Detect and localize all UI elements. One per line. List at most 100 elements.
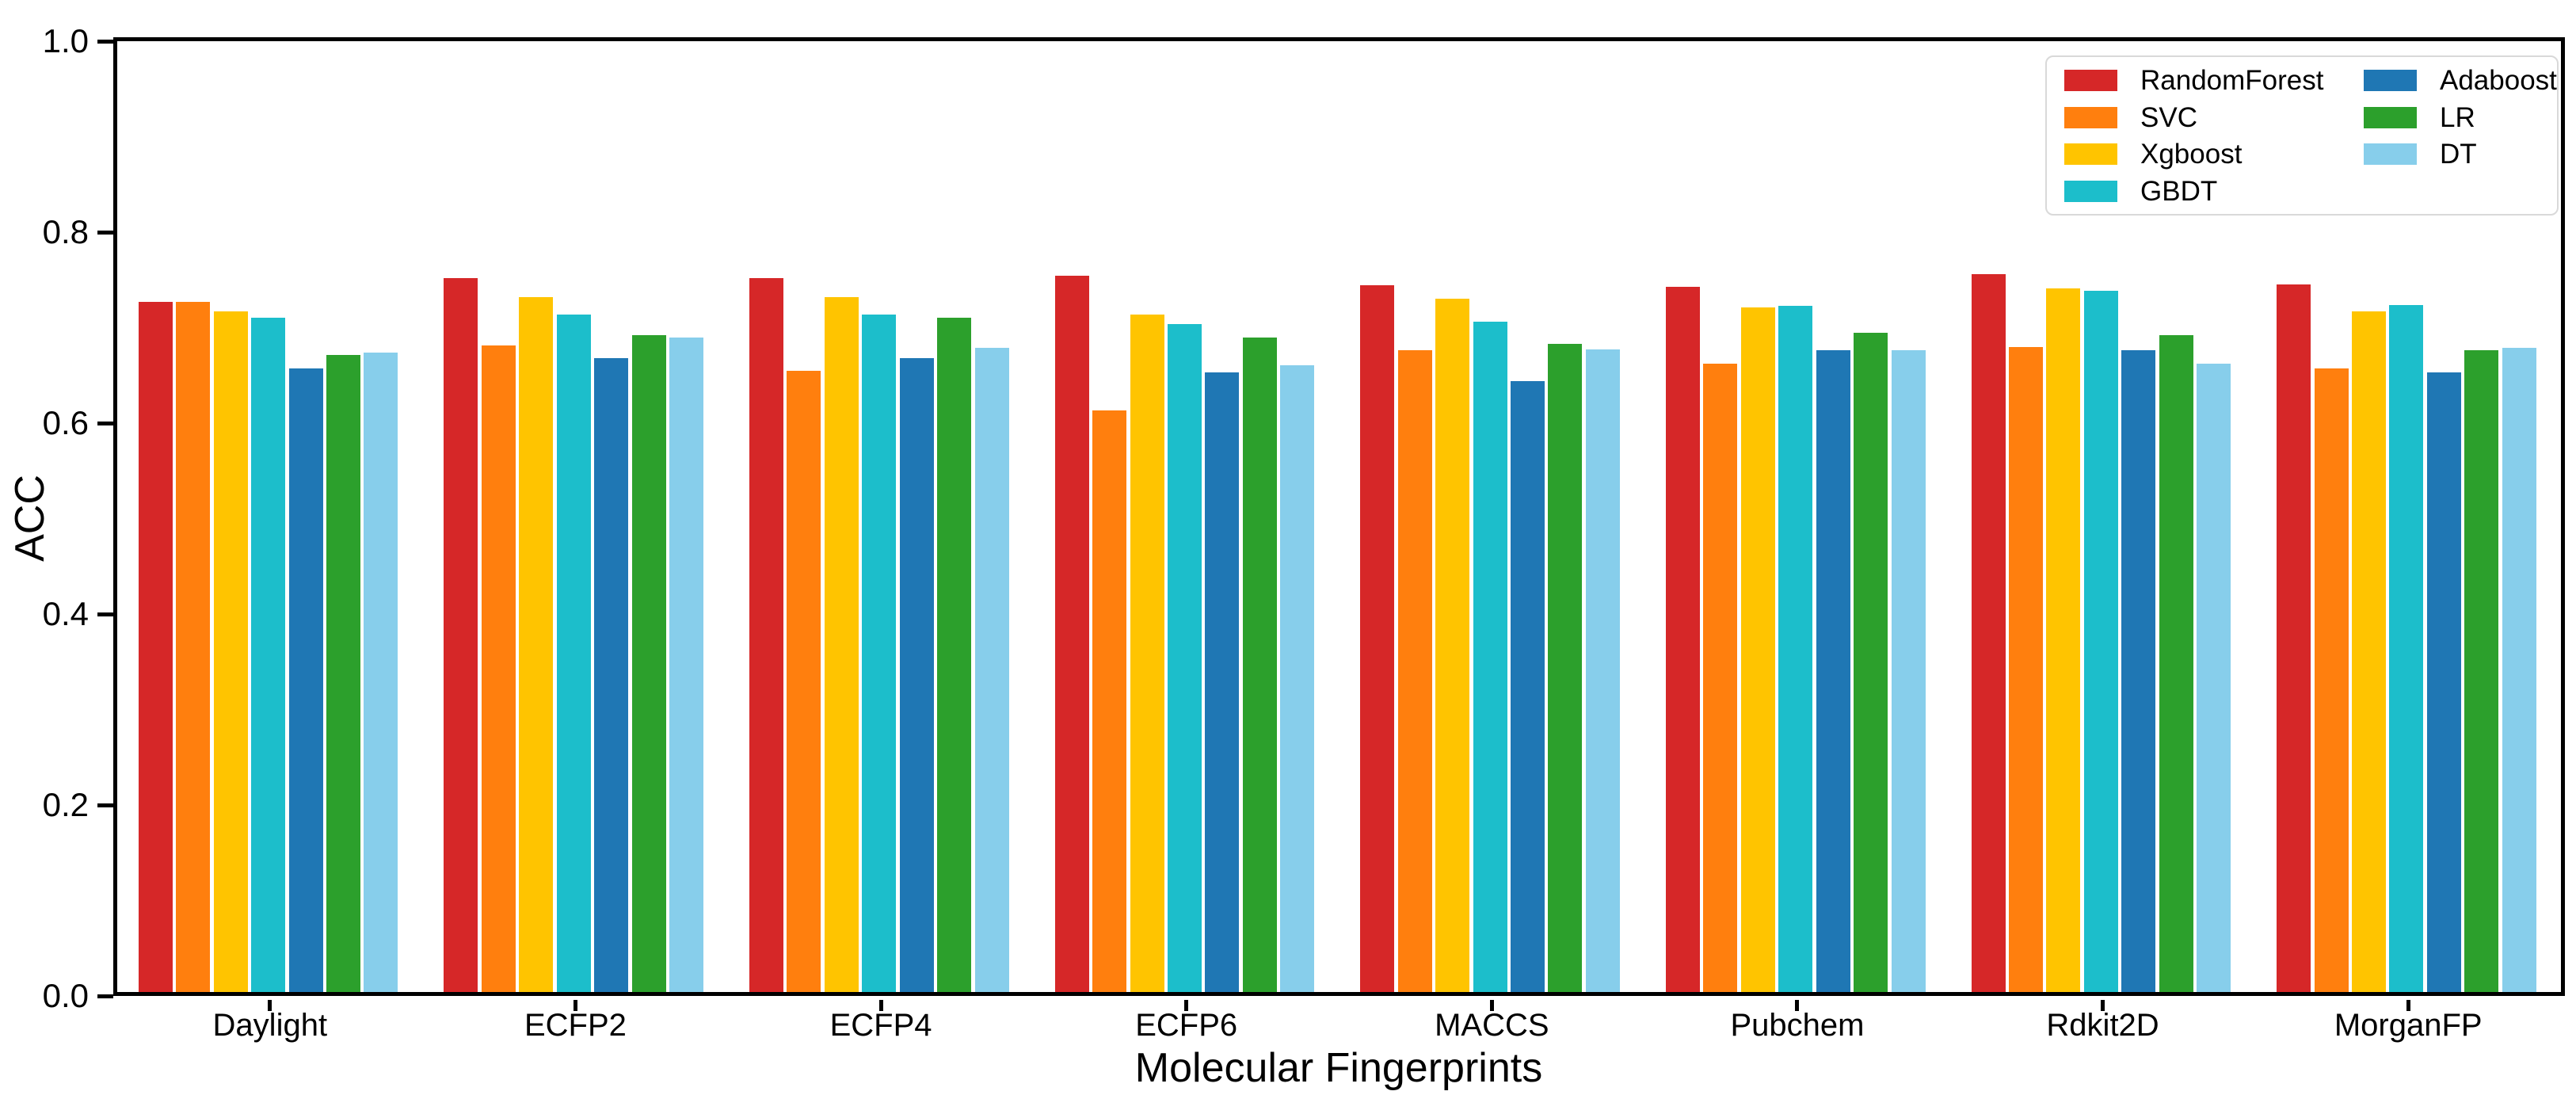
bar-lr-morganfp — [2464, 350, 2499, 996]
bar-adaboost-ecfp6 — [1205, 372, 1240, 996]
bar-xgboost-ecfp2 — [519, 296, 554, 996]
bar-randomforest-ecfp2 — [444, 277, 478, 996]
bar-svc-ecfp4 — [787, 370, 821, 996]
bar-svc-morganfp — [2314, 368, 2349, 996]
legend-label-xgboost: Xgboost — [2140, 139, 2243, 170]
bar-gbdt-pubchem — [1778, 305, 1813, 996]
legend-swatch-dt — [2364, 143, 2417, 165]
legend-label-adaboost: Adaboost — [2440, 65, 2557, 96]
bar-dt-rdkit2d — [2197, 364, 2231, 996]
bar-svc-daylight — [176, 301, 211, 996]
y-tick-mark — [97, 994, 113, 998]
legend-label-dt: DT — [2440, 139, 2477, 170]
bar-dt-ecfp4 — [974, 347, 1009, 996]
bar-adaboost-maccs — [1511, 380, 1545, 996]
y-tick-mark — [97, 803, 113, 807]
legend-swatch-gbdt — [2064, 180, 2117, 202]
x-tick-label-ecfp2: ECFP2 — [524, 1008, 627, 1043]
axis-spine-right — [2561, 37, 2565, 996]
legend-label-svc: SVC — [2140, 101, 2197, 133]
y-tick-mark — [97, 612, 113, 616]
y-axis-title: ACC — [7, 475, 53, 562]
legend: RandomForest SVC Xgboost GBDT Adaboost LR DT — [2045, 55, 2559, 216]
bar-randomforest-ecfp6 — [1054, 276, 1089, 996]
bar-xgboost-daylight — [213, 311, 248, 996]
axis-spine-top — [113, 37, 2565, 41]
legend-label-gbdt: GBDT — [2140, 175, 2218, 207]
y-tick-mark — [97, 230, 113, 235]
bar-gbdt-maccs — [1473, 322, 1507, 996]
bar-dt-ecfp2 — [669, 337, 703, 996]
legend-swatch-svc — [2064, 106, 2117, 128]
x-tick-label-rdkit2d: Rdkit2D — [2046, 1008, 2159, 1043]
bar-xgboost-maccs — [1435, 299, 1470, 996]
bar-lr-rdkit2d — [2159, 335, 2193, 996]
x-tick-label-ecfp4: ECFP4 — [829, 1008, 932, 1043]
bar-svc-rdkit2d — [2008, 346, 2043, 996]
axis-spine-left — [113, 37, 117, 996]
x-tick-label-ecfp6: ECFP6 — [1135, 1008, 1238, 1043]
bar-lr-daylight — [326, 355, 360, 996]
y-tick-mark — [97, 421, 113, 425]
bar-dt-maccs — [1585, 349, 1620, 996]
axis-spine-bottom — [113, 992, 2565, 996]
bar-randomforest-ecfp4 — [749, 277, 784, 996]
bar-svc-pubchem — [1703, 364, 1738, 996]
bar-adaboost-pubchem — [1816, 350, 1850, 996]
bar-gbdt-daylight — [251, 318, 286, 996]
legend-swatch-xgboost — [2064, 143, 2117, 165]
y-tick-label: 0.0 — [42, 977, 89, 1014]
bar-lr-ecfp6 — [1242, 337, 1277, 996]
bar-randomforest-pubchem — [1665, 286, 1700, 996]
y-tick-label: 0.6 — [42, 404, 89, 441]
y-tick-label: 0.2 — [42, 786, 89, 823]
bar-adaboost-morganfp — [2426, 372, 2461, 996]
x-tick-mark — [268, 1000, 272, 1011]
y-tick-label: 1.0 — [42, 22, 89, 59]
x-tick-mark — [878, 1000, 883, 1011]
x-tick-label-pubchem: Pubchem — [1730, 1008, 1865, 1043]
x-tick-mark — [1184, 1000, 1189, 1011]
x-axis-title: Molecular Fingerprints — [1134, 1045, 1543, 1091]
bar-gbdt-ecfp6 — [1167, 323, 1202, 996]
bar-randomforest-rdkit2d — [1971, 274, 2006, 996]
x-tick-mark — [2406, 1000, 2410, 1011]
bar-xgboost-morganfp — [2352, 311, 2387, 996]
legend-label-randomforest: RandomForest — [2140, 65, 2324, 96]
bar-xgboost-pubchem — [1740, 307, 1775, 996]
x-tick-mark — [573, 1000, 577, 1011]
bar-adaboost-daylight — [288, 368, 323, 996]
x-tick-mark — [2101, 1000, 2105, 1011]
bar-gbdt-ecfp4 — [862, 314, 897, 996]
x-tick-label-morganfp: MorganFP — [2334, 1008, 2483, 1043]
bar-dt-pubchem — [1891, 350, 1926, 996]
bar-svc-ecfp6 — [1092, 410, 1127, 996]
bar-lr-pubchem — [1854, 332, 1888, 996]
x-tick-mark — [1489, 1000, 1494, 1011]
x-tick-mark — [1795, 1000, 1800, 1011]
bar-gbdt-ecfp2 — [556, 314, 591, 996]
y-tick-label: 0.4 — [42, 595, 89, 632]
bar-lr-ecfp2 — [631, 335, 666, 996]
legend-swatch-randomforest — [2064, 70, 2117, 91]
y-tick-label: 0.8 — [42, 213, 89, 250]
bar-gbdt-morganfp — [2389, 304, 2424, 996]
y-tick-mark — [97, 39, 113, 44]
bar-adaboost-rdkit2d — [2121, 350, 2156, 996]
legend-swatch-lr — [2364, 106, 2417, 128]
x-tick-label-maccs: MACCS — [1435, 1008, 1549, 1043]
x-tick-label-daylight: Daylight — [212, 1008, 328, 1043]
bar-svc-ecfp2 — [481, 345, 516, 996]
bar-dt-daylight — [364, 352, 398, 996]
bar-randomforest-daylight — [138, 301, 173, 996]
bar-lr-maccs — [1548, 344, 1583, 996]
bar-randomforest-morganfp — [2277, 284, 2311, 996]
bar-dt-ecfp6 — [1280, 364, 1315, 996]
bar-xgboost-ecfp4 — [824, 296, 859, 996]
bar-svc-maccs — [1397, 350, 1432, 996]
bar-adaboost-ecfp4 — [899, 358, 934, 996]
legend-label-lr: LR — [2440, 101, 2475, 133]
bar-dt-morganfp — [2502, 347, 2536, 996]
bar-randomforest-maccs — [1360, 285, 1395, 996]
